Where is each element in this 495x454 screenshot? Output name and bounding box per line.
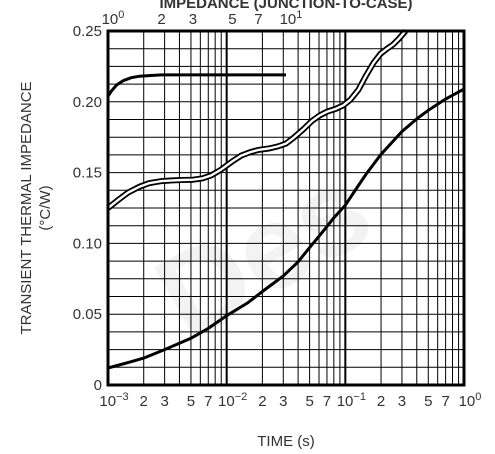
series-group xyxy=(106,29,465,370)
grid xyxy=(107,31,464,385)
y-tick-label: 0.05 xyxy=(73,306,102,323)
x-tick-label: 5 xyxy=(305,393,313,410)
top-x-tick-label: 3 xyxy=(189,11,197,28)
plot-frame xyxy=(106,29,466,387)
x-tick-label: 10−1 xyxy=(337,391,366,410)
x-tick-label: 10−3 xyxy=(99,391,128,410)
x-tick-label: 2 xyxy=(377,393,385,410)
x-tick-label: 7 xyxy=(441,393,449,410)
x-tick-label: 3 xyxy=(398,393,406,410)
y-tick-label: 0.25 xyxy=(73,23,102,40)
x-tick-label: 2 xyxy=(258,393,266,410)
x-tick-label: 3 xyxy=(160,393,168,410)
series-2-line-inner xyxy=(107,30,407,209)
top-x-tick-label: 5 xyxy=(228,11,236,28)
y-axis-ticks: 0 0.05 0.10 0.15 0.20 0.25 xyxy=(73,23,102,394)
y-axis-label: TRANSIENT THERMAL IMPEDANCE xyxy=(18,81,35,334)
y-tick-label: 0.20 xyxy=(73,94,102,111)
y-axis-unit: (°C/W) xyxy=(37,185,54,230)
series-1-line xyxy=(106,73,286,97)
x-tick-label: 2 xyxy=(140,393,148,410)
x-tick-label: 10−2 xyxy=(218,391,247,410)
top-x-tick-label: 101 xyxy=(280,9,303,28)
x-tick-label: 5 xyxy=(424,393,432,410)
x-axis-ticks: 10−3 2 3 5 7 10−2 2 3 5 7 10−1 2 3 5 7 100 xyxy=(99,391,481,410)
top-x-tick-label: 7 xyxy=(254,11,262,28)
x-tick-label: 5 xyxy=(187,393,195,410)
x-tick-label: 7 xyxy=(323,393,331,410)
chart-title: IMPEDANCE (JUNCTION-TO-CASE) xyxy=(159,0,412,12)
y-tick-label: 0.15 xyxy=(73,165,102,182)
top-axis-ticks: 100 2 3 5 7 101 xyxy=(102,9,303,28)
y-tick-label: 0 xyxy=(94,377,102,394)
x-tick-label: 7 xyxy=(204,393,212,410)
x-tick-label: 3 xyxy=(279,393,287,410)
x-axis-label: TIME (s) xyxy=(257,433,315,450)
top-x-tick-label: 2 xyxy=(157,11,165,28)
x-tick-label: 100 xyxy=(459,391,482,410)
series-3-line xyxy=(107,87,465,370)
y-tick-label: 0.10 xyxy=(73,235,102,252)
top-x-tick-label: 100 xyxy=(102,9,125,28)
